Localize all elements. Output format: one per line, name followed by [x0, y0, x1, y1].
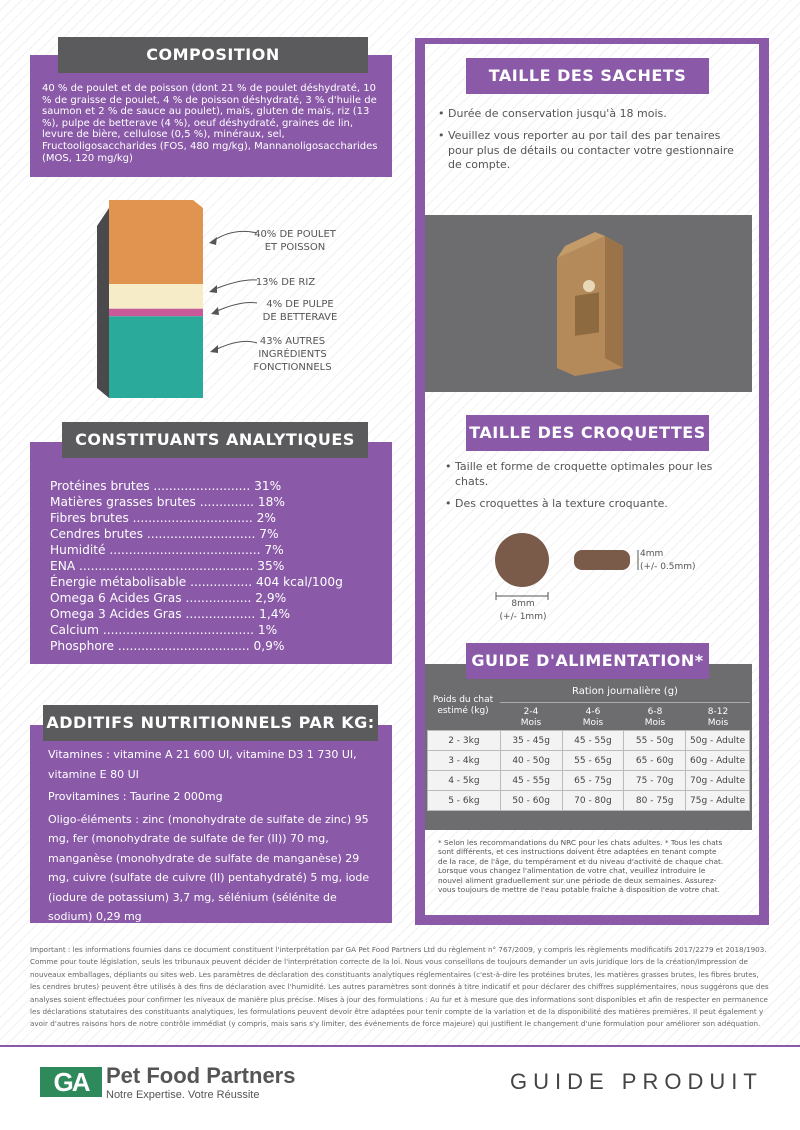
analytical-row: Cendres brutes .........................… [50, 527, 279, 541]
analytical-panel: Protéines brutes .......................… [30, 442, 392, 664]
brand-name: Pet Food Partners [106, 1063, 296, 1088]
annotation-rice: 13% DE RIZ [255, 277, 316, 288]
kibble-bullet-1: • Taille et forme de croquette optimales… [445, 460, 713, 488]
table-cell: 60g - Adulte [685, 750, 750, 771]
bag-sizes-bullet-2: • Veuillez vous reporter au por tail des… [438, 129, 734, 171]
annotation-beet: 4% DE PULPE DE BETTERAVE [262, 299, 338, 323]
table-cell: 4 - 5kg [427, 770, 501, 791]
analytical-row: Protéines brutes .......................… [50, 479, 282, 493]
feeding-note: * Selon les recommandations du NRC pour … [438, 838, 724, 895]
kibble-diameter: 8mm (+/- 1mm) [499, 599, 547, 622]
kibble-diagram [495, 533, 639, 600]
table-row: 2 - 3kg 35 - 45g 45 - 55g 55 - 50g 50g - Adu… [427, 730, 750, 751]
table-cell: 55 - 50g [623, 730, 687, 751]
table-row: 3 - 4kg 40 - 50g 55 - 65g 65 - 60g 60g - Adu… [427, 750, 750, 771]
kibble-bullet-2: • Des croquettes à la texture croquante. [445, 497, 668, 510]
additives-provitamins: Provitamines : Taurine 2 000mg [48, 790, 223, 803]
additives-panel: Vitamines : vitamine A 21 600 UI, vitami… [30, 725, 392, 923]
analytical-list: Protéines brutes .......................… [50, 478, 392, 654]
kibble-thickness: 4mm (+/- 0.5mm) [640, 549, 696, 572]
analytical-row: Omega 3 Acides Gras .................. 1… [50, 607, 291, 621]
analytical-title: CONSTITUANTS ANALYTIQUES [62, 422, 368, 458]
annotation-other: 43% AUTRES INGRÉDIENTS FONCTIONNELS [253, 336, 332, 373]
table-cell: 65 - 60g [623, 750, 687, 771]
analytical-row: ENA ....................................… [50, 559, 285, 573]
table-cell: 70 - 80g [561, 790, 625, 811]
table-cell: 50g - Adulte [685, 730, 750, 751]
annotation-chicken: 40% DE POULET ET POISSON [254, 229, 336, 253]
guide-produit-label: GUIDE PRODUIT [510, 1069, 763, 1094]
analytical-row: Phosphore ..............................… [50, 639, 285, 653]
table-cell: 75g - Adulte [685, 790, 750, 811]
table-cell: 45 - 55g [499, 770, 563, 791]
table-row: 4 - 5kg 45 - 55g 65 - 75g 75 - 70g 70g - Adu… [427, 770, 750, 791]
footer-divider [0, 1045, 800, 1047]
bag-side [97, 208, 109, 398]
header-divider [500, 702, 750, 703]
analytical-row: Omega 6 Acides Gras ................. 2,… [50, 591, 287, 605]
right-panel-frame [415, 38, 769, 925]
bag-segment-0 [109, 208, 203, 284]
table-cell: 45 - 55g [561, 730, 625, 751]
brand-tagline: Notre Expertise. Votre Réussite [106, 1089, 260, 1101]
bag-segment-2 [109, 308, 203, 317]
table-cell: 50 - 60g [499, 790, 563, 811]
table-cell: 55 - 65g [561, 750, 625, 771]
table-cell: 70g - Adulte [685, 770, 750, 791]
ga-logo: GA [40, 1067, 102, 1097]
composition-title: COMPOSITION [58, 37, 368, 73]
feeding-column-header: 2-4 Mois [520, 707, 542, 728]
table-cell: 40 - 50g [499, 750, 563, 771]
feeding-ration-header: Ration journalière (g) [572, 686, 678, 697]
table-cell: 3 - 4kg [427, 750, 501, 771]
table-cell: 80 - 75g [623, 790, 687, 811]
legal-disclaimer: Important : les informations fournies da… [30, 945, 769, 1029]
feeding-table: 2 - 3kg 35 - 45g 45 - 55g 55 - 50g 50g - Adu… [427, 730, 750, 811]
additives-title: ADDITIFS NUTRITIONNELS PAR KG: [43, 705, 378, 741]
composition-panel: 40 % de poulet et de poisson (dont 21 % … [30, 55, 392, 177]
bag-top [109, 200, 203, 208]
analytical-row: Fibres brutes ..........................… [50, 511, 276, 525]
composition-text: 40 % de poulet et de poisson (dont 21 % … [42, 83, 378, 164]
bag-segment-1 [109, 284, 203, 309]
table-cell: 35 - 45g [499, 730, 563, 751]
feeding-column-header: 6-8 Mois [644, 707, 666, 728]
feeding-column-header: 8-12 Mois [707, 707, 729, 728]
analytical-row: Humidité ...............................… [50, 543, 284, 557]
kraft-bag-image [557, 232, 623, 376]
additives-vitamins: Vitamines : vitamine A 21 600 UI, vitami… [48, 748, 357, 781]
feeding-column-headers: 2-4 Mois 4-6 Mois 6-8 Mois 8-12 Mois [500, 707, 750, 731]
feeding-column-header: 4-6 Mois [582, 707, 604, 728]
analytical-row: Énergie métabolisable ................ 4… [50, 575, 343, 589]
table-cell: 5 - 6kg [427, 790, 501, 811]
table-cell: 2 - 3kg [427, 730, 501, 751]
analytical-row: Matières grasses brutes .............. 1… [50, 495, 285, 509]
feeding-guide-title: GUIDE D'ALIMENTATION* [466, 643, 709, 679]
feeding-weight-header: Poids du chat estimé (kg) [432, 695, 494, 716]
bag-sizes-title: TAILLE DES SACHETS [466, 58, 709, 94]
footer: GA Pet Food Partners Notre Expertise. Vo… [0, 1047, 800, 1130]
kibble-size-title: TAILLE DES CROQUETTES [466, 415, 709, 451]
bag-illustration [97, 200, 203, 398]
additives-trace-elements: Oligo-éléments : zinc (monohydrate de su… [48, 812, 370, 924]
table-row: 5 - 6kg 50 - 60g 70 - 80g 80 - 75g 75g - Adu… [427, 790, 750, 811]
analytical-row: Calcium ................................… [50, 623, 278, 637]
table-cell: 75 - 70g [623, 770, 687, 791]
annotation-arrows [209, 230, 258, 353]
table-cell: 65 - 75g [561, 770, 625, 791]
bag-segment-3 [109, 316, 203, 398]
bag-sizes-bullet-1: • Durée de conservation jusqu'à 18 mois. [438, 107, 667, 120]
